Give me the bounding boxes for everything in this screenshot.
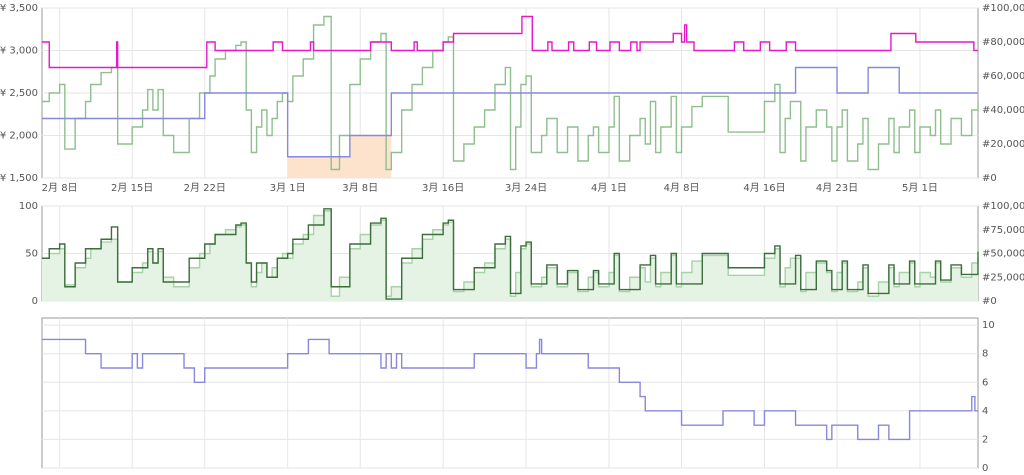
x-tick-label: 4月 1日 xyxy=(591,182,627,194)
y-tick-label: 0 xyxy=(32,296,38,307)
series-line xyxy=(42,66,978,158)
y2-tick-label: 10 xyxy=(982,320,995,331)
y2-tick-label: 8 xyxy=(982,349,988,360)
x-tick-label: 3月 16日 xyxy=(422,182,464,194)
series-line xyxy=(42,15,978,69)
y-tick-label: 100 xyxy=(19,201,38,212)
x-tick-label: 4月 8日 xyxy=(664,182,700,194)
y-tick-label: 50 xyxy=(25,249,38,260)
x-tick-label: 4月 16日 xyxy=(743,182,785,194)
y2-tick-label: #75,000 xyxy=(982,225,1024,236)
x-tick-label: 5月 1日 xyxy=(902,182,938,194)
plot-frame xyxy=(41,317,979,469)
y2-tick-label: #0 xyxy=(982,173,997,184)
y2-tick-label: 2 xyxy=(982,434,988,445)
y2-tick-label: 4 xyxy=(982,406,988,417)
y-tick-label: ¥ 2,500 xyxy=(0,88,38,99)
x-tick-label: 3月 8日 xyxy=(342,182,378,194)
series-line xyxy=(42,338,978,441)
series-line xyxy=(42,15,979,171)
y2-tick-label: #100,000 xyxy=(982,201,1024,212)
y2-tick-label: #0 xyxy=(982,296,997,307)
x-tick-label: 2月 22日 xyxy=(184,182,226,194)
y2-tick-label: #25,000 xyxy=(982,272,1024,283)
y2-tick-label: #20,000 xyxy=(982,139,1024,150)
y-tick-label: ¥ 1,500 xyxy=(0,173,38,184)
y2-tick-label: #50,000 xyxy=(982,249,1024,260)
y2-tick-label: #100,000 xyxy=(982,3,1024,14)
series-line xyxy=(42,208,979,300)
x-tick-label: 4月 23日 xyxy=(816,182,858,194)
x-tick-label: 3月 24日 xyxy=(505,182,547,194)
x-tick-label: 3月 1日 xyxy=(270,182,306,194)
y2-tick-label: #40,000 xyxy=(982,105,1024,116)
y-tick-label: ¥ 3,500 xyxy=(0,3,38,14)
y2-tick-label: 0 xyxy=(982,463,988,474)
x-tick-label: 2月 15日 xyxy=(111,182,153,194)
x-tick-label: 2月 8日 xyxy=(42,182,78,194)
y2-tick-label: #60,000 xyxy=(982,71,1024,82)
y2-tick-label: #80,000 xyxy=(982,37,1024,48)
y-tick-label: ¥ 2,000 xyxy=(0,131,38,142)
y2-tick-label: 6 xyxy=(982,377,988,388)
y-tick-label: ¥ 3,000 xyxy=(0,46,38,57)
